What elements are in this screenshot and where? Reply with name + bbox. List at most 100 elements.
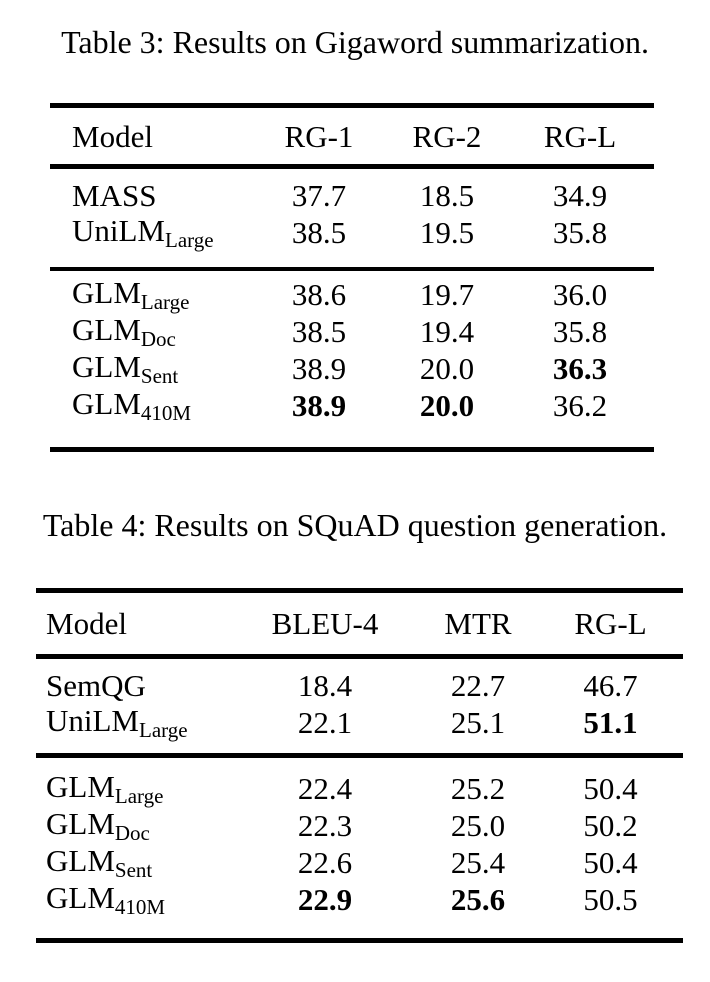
value-cell: 50.5 <box>583 882 638 917</box>
model-name: GLMLarge <box>50 277 250 313</box>
table-row: MASS 37.7 18.5 34.9 <box>50 177 654 214</box>
model-name: GLMDoc <box>36 808 232 844</box>
table-4-caption: Table 4: Results on SQuAD question gener… <box>42 507 668 543</box>
value-cell: 36.0 <box>552 277 608 312</box>
table-top-rule <box>50 103 654 108</box>
model-subscript: Large <box>165 227 214 252</box>
value-cell: 50.2 <box>583 808 638 843</box>
model-base-name: GLM <box>72 348 141 384</box>
value-cell: 22.6 <box>297 845 353 880</box>
table-row: GLMLarge 38.6 19.7 36.0 <box>50 276 654 313</box>
table-header-rule <box>36 654 683 659</box>
model-subscript: 410M <box>140 400 192 425</box>
model-subscript: 410M <box>114 894 166 919</box>
value-cell: 36.3 <box>552 351 608 386</box>
table-bottom-rule <box>50 447 654 452</box>
value-cell: 25.0 <box>450 808 506 843</box>
value-cell: 38.5 <box>291 314 347 349</box>
table-row: UniLMLarge 22.1 25.1 51.1 <box>36 704 683 741</box>
value-cell: 25.1 <box>450 705 506 740</box>
model-base-name: GLM <box>46 768 115 804</box>
model-subscript: Sent <box>114 857 153 882</box>
value-cell: 18.5 <box>419 178 475 213</box>
table-bottom-rule <box>36 938 683 943</box>
model-base-name: GLM <box>72 311 141 347</box>
value-cell: 19.4 <box>419 314 475 349</box>
model-subscript: Sent <box>140 363 179 388</box>
table-row: GLM410M 38.9 20.0 36.2 <box>50 387 654 424</box>
value-cell: 20.0 <box>419 351 475 386</box>
value-cell: 25.4 <box>450 845 506 880</box>
value-cell: 22.4 <box>297 771 353 806</box>
value-cell: 25.2 <box>450 771 506 806</box>
column-header: RG-L <box>574 606 647 641</box>
value-cell: 50.4 <box>583 771 638 806</box>
header-row: Model RG-1 RG-2 RG-L <box>50 108 654 164</box>
baseline-models-group: SemQG 18.4 22.7 46.7 UniLMLarge 22.1 25.1 51.1 <box>36 659 683 753</box>
model-name: GLM410M <box>50 388 250 424</box>
value-cell: 25.6 <box>450 882 506 917</box>
value-cell: 18.4 <box>297 668 353 703</box>
value-cell: 38.9 <box>291 351 347 386</box>
model-subscript: Doc <box>140 326 176 351</box>
table-3-gigaword-results: Model RG-1 RG-2 RG-L MASS 37.7 18.5 34.9 UniLML… <box>50 103 654 452</box>
model-subscript: Large <box>139 717 188 742</box>
column-header-model: Model <box>72 118 153 154</box>
value-cell: 20.0 <box>419 388 475 423</box>
model-name: GLM410M <box>36 882 232 918</box>
value-cell: 37.7 <box>291 178 347 213</box>
value-cell: 36.2 <box>552 388 608 423</box>
model-base-name: GLM <box>46 879 115 915</box>
table-row: GLMLarge 22.4 25.2 50.4 <box>36 770 683 807</box>
value-cell: 46.7 <box>583 668 638 703</box>
value-cell: 35.8 <box>552 314 608 349</box>
model-name: GLMSent <box>50 351 250 387</box>
column-header: BLEU-4 <box>271 606 379 641</box>
model-base-name: GLM <box>72 385 141 421</box>
value-cell: 38.9 <box>291 388 347 423</box>
model-subscript: Large <box>140 289 190 314</box>
table-row: GLMSent 22.6 25.4 50.4 <box>36 844 683 881</box>
table-row: GLMDoc 38.5 19.4 35.8 <box>50 313 654 350</box>
value-cell: 22.3 <box>297 808 353 843</box>
table-top-rule <box>36 588 683 593</box>
model-subscript: Large <box>114 783 164 808</box>
column-header: RG-L <box>543 118 617 154</box>
column-header: RG-2 <box>412 118 482 154</box>
value-cell: 34.9 <box>552 178 608 213</box>
table-3-caption: Table 3: Results on Gigaword summarizati… <box>61 24 649 60</box>
table-header-rule <box>50 164 654 169</box>
model-subscript: Doc <box>114 820 150 845</box>
model-base-name: GLM <box>46 805 115 841</box>
value-cell: 19.7 <box>419 277 475 312</box>
model-name: UniLMLarge <box>50 215 250 251</box>
table-row: GLMSent 38.9 20.0 36.3 <box>50 350 654 387</box>
value-cell: 35.8 <box>552 215 608 250</box>
table-4-squad-results: Model BLEU-4 MTR RG-L SemQG 18.4 22.7 46.7 UniL… <box>36 588 683 943</box>
value-cell: 22.7 <box>450 668 506 703</box>
value-cell: 19.5 <box>419 215 475 250</box>
value-cell: 51.1 <box>583 705 638 740</box>
model-name: MASS <box>50 180 250 211</box>
model-base-name: GLM <box>72 274 141 310</box>
column-header: MTR <box>444 606 512 641</box>
value-cell: 38.6 <box>291 277 347 312</box>
model-base-name: SemQG <box>46 668 146 703</box>
value-cell: 22.9 <box>297 882 353 917</box>
column-header: RG-1 <box>284 118 354 154</box>
model-base-name: GLM <box>46 842 115 878</box>
table-row: GLMDoc 22.3 25.0 50.2 <box>36 807 683 844</box>
value-cell: 22.1 <box>297 705 353 740</box>
value-cell: 38.5 <box>291 215 347 250</box>
value-cell: 50.4 <box>583 845 638 880</box>
model-name: GLMLarge <box>36 771 232 807</box>
table-row: GLM410M 22.9 25.6 50.5 <box>36 881 683 918</box>
model-name: SemQG <box>36 670 232 701</box>
model-name: GLMSent <box>36 845 232 881</box>
model-base-name: UniLM <box>72 212 165 248</box>
table-row: SemQG 18.4 22.7 46.7 <box>36 667 683 704</box>
header-row: Model BLEU-4 MTR RG-L <box>36 593 683 654</box>
table-mid-rule <box>50 267 654 271</box>
column-header-model: Model <box>46 606 127 641</box>
model-name: GLMDoc <box>50 314 250 350</box>
